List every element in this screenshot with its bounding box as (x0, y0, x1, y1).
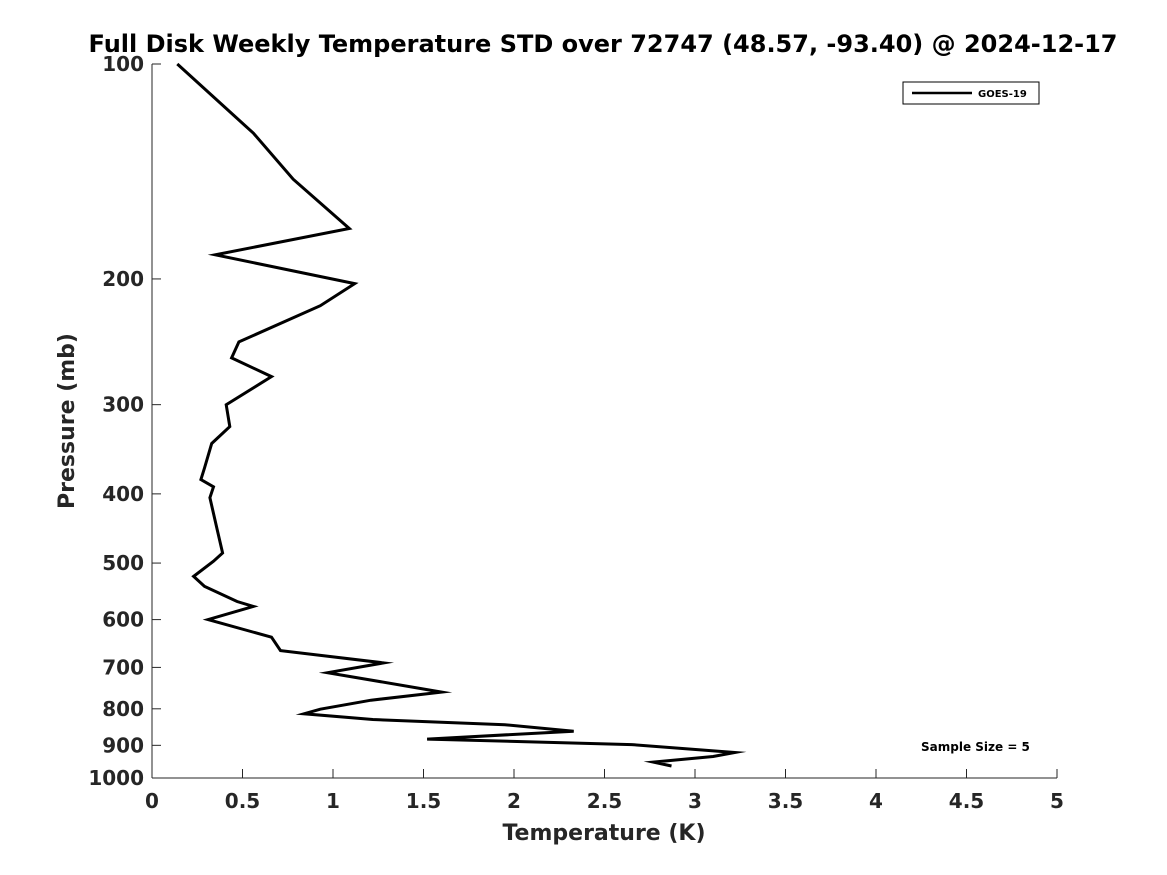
x-tick-label: 0 (145, 789, 159, 813)
y-tick-label: 600 (102, 608, 144, 632)
x-tick-label: 2.5 (587, 789, 622, 813)
chart-title: Full Disk Weekly Temperature STD over 72… (89, 30, 1118, 58)
x-tick-label: 3 (688, 789, 702, 813)
legend: GOES-19 (902, 81, 1040, 105)
x-tick-label: 4.5 (949, 789, 984, 813)
x-tick-label: 1 (326, 789, 340, 813)
x-ticks: 0 0.5 1 1.5 2 2.5 3 3.5 4 4.5 5 (145, 769, 1064, 813)
y-axis-label: Pressure (mb) (55, 333, 80, 509)
y-tick-label: 500 (102, 551, 144, 575)
y-tick-label: 400 (102, 482, 144, 506)
y-tick-label: 300 (102, 393, 144, 417)
series-layer (176, 62, 747, 768)
series-line-goes-19 (176, 62, 747, 768)
y-tick-label: 100 (102, 52, 144, 76)
x-tick-label: 0.5 (225, 789, 260, 813)
y-tick-label: 200 (102, 267, 144, 291)
legend-label-goes-19: GOES-19 (978, 89, 1027, 100)
y-tick-label: 800 (102, 697, 144, 721)
y-tick-label: 700 (102, 655, 144, 679)
x-tick-label: 2 (507, 789, 521, 813)
x-tick-label: 1.5 (406, 789, 441, 813)
y-tick-label: 1000 (88, 766, 144, 790)
x-tick-label: 3.5 (768, 789, 803, 813)
sample-size-annotation: Sample Size = 5 (921, 740, 1030, 754)
x-tick-label: 5 (1050, 789, 1064, 813)
y-ticks: 100 200 300 400 500 600 700 800 900 1000 (88, 52, 161, 790)
x-axis-label: Temperature (K) (502, 821, 705, 846)
y-tick-label: 900 (102, 733, 144, 757)
x-tick-label: 4 (869, 789, 883, 813)
